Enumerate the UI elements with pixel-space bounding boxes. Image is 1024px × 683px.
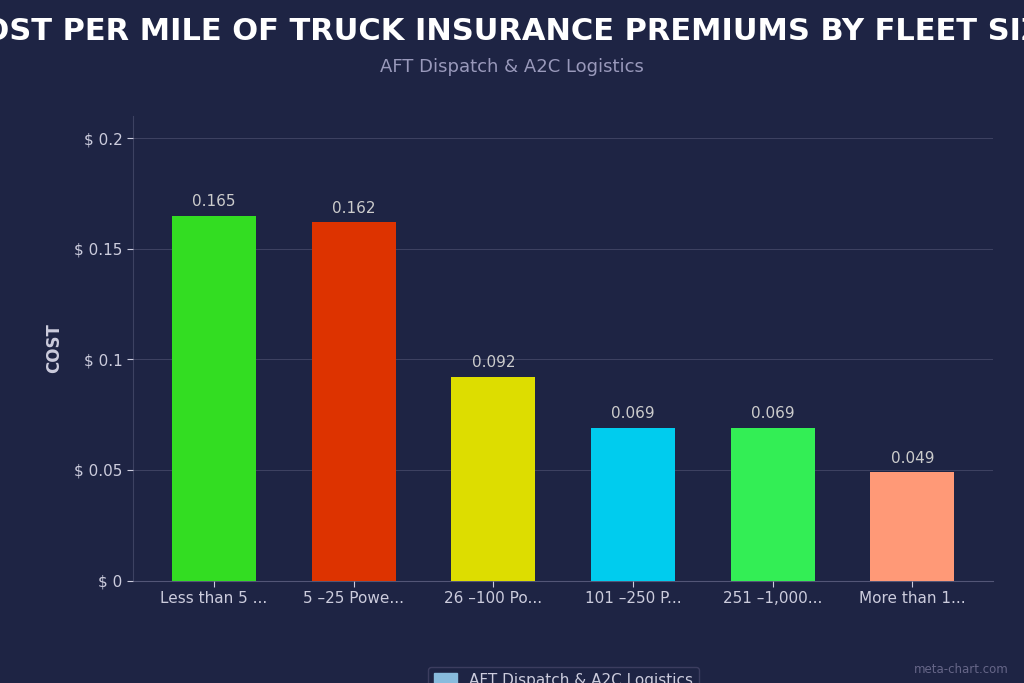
Bar [731, 428, 814, 581]
Text: COST PER MILE OF TRUCK INSURANCE PREMIUMS BY FLEET SIZE: COST PER MILE OF TRUCK INSURANCE PREMIUM… [0, 17, 1024, 46]
Bar [452, 377, 536, 581]
Text: 0.069: 0.069 [751, 406, 795, 421]
Text: AFT Dispatch & A2C Logistics: AFT Dispatch & A2C Logistics [380, 58, 644, 76]
Text: 0.049: 0.049 [891, 451, 934, 466]
Text: 0.069: 0.069 [611, 406, 654, 421]
Bar [870, 472, 954, 581]
Bar [591, 428, 675, 581]
Y-axis label: COST: COST [45, 323, 63, 374]
Text: 0.162: 0.162 [332, 201, 376, 216]
Legend: AFT Dispatch & A2C Logistics: AFT Dispatch & A2C Logistics [427, 667, 699, 683]
Bar [172, 216, 256, 581]
Bar [312, 222, 395, 581]
Text: 0.165: 0.165 [193, 194, 236, 209]
Text: meta-chart.com: meta-chart.com [913, 663, 1009, 676]
Text: 0.092: 0.092 [472, 355, 515, 370]
